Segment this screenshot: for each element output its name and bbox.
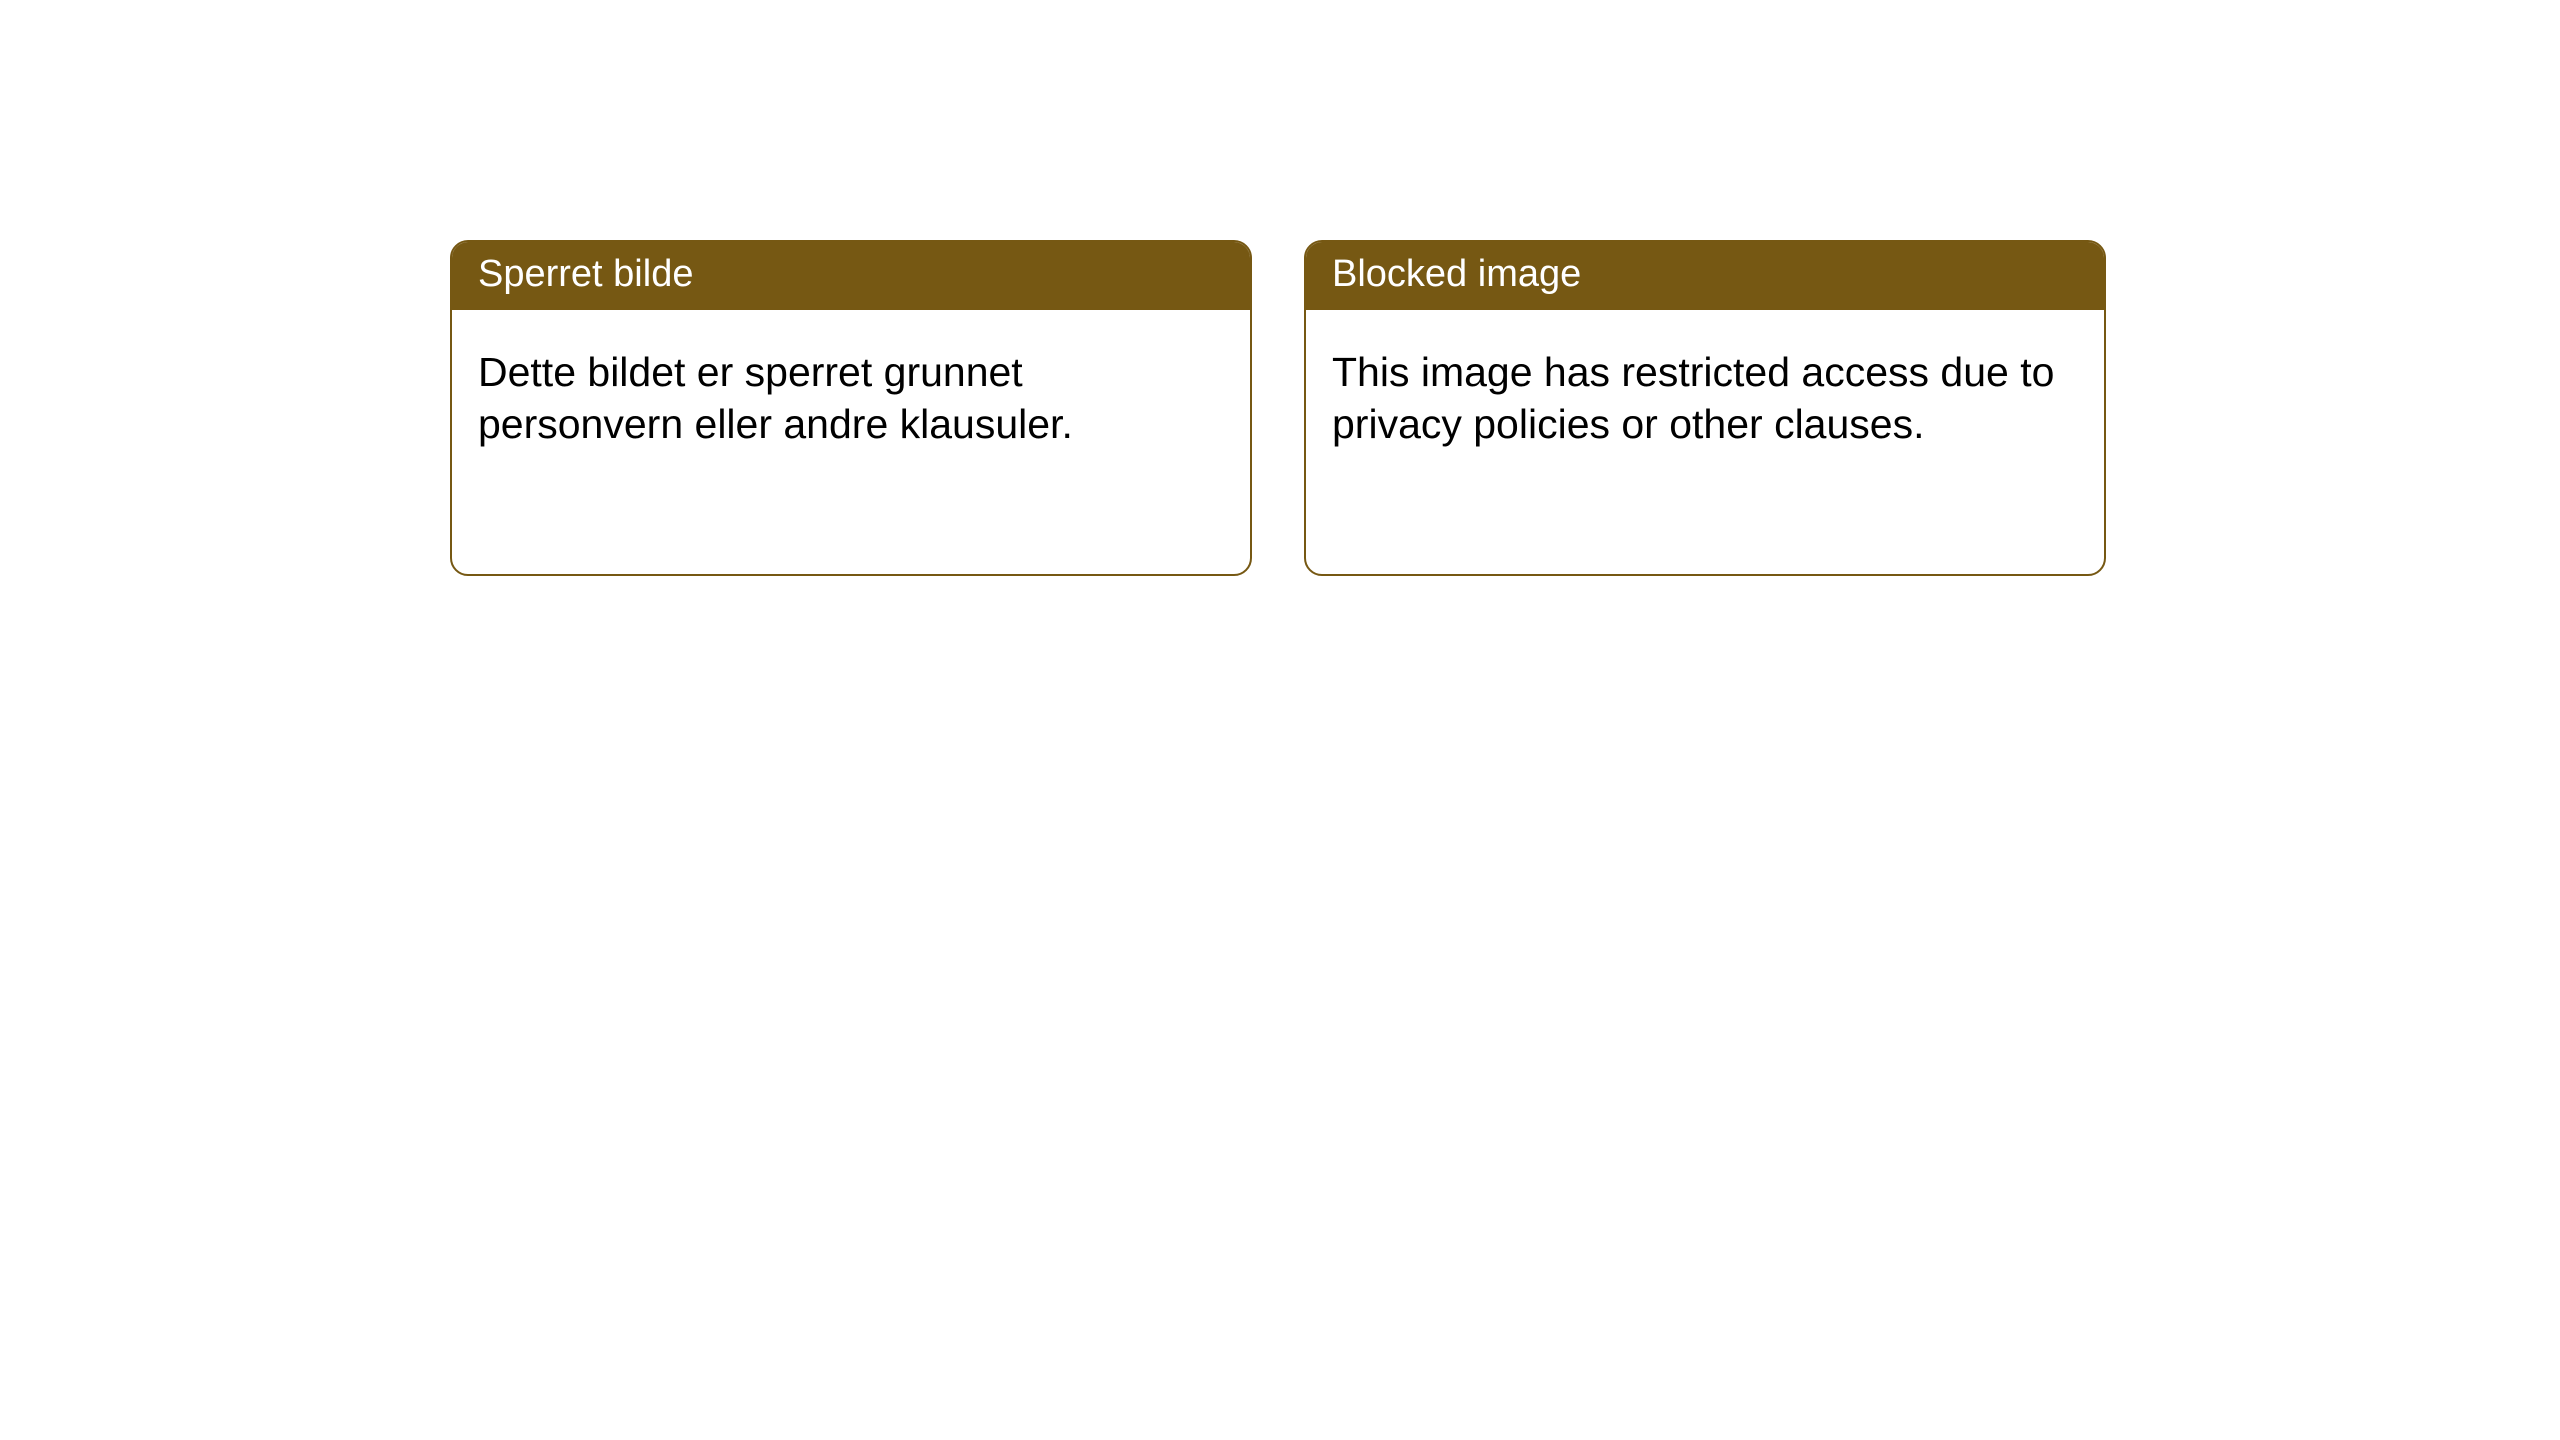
card-body-text: Dette bildet er sperret grunnet personve… <box>478 346 1224 450</box>
notice-card-english: Blocked image This image has restricted … <box>1304 240 2106 576</box>
card-header: Sperret bilde <box>452 242 1250 310</box>
notice-card-norwegian: Sperret bilde Dette bildet er sperret gr… <box>450 240 1252 576</box>
card-body: Dette bildet er sperret grunnet personve… <box>452 310 1250 574</box>
card-body: This image has restricted access due to … <box>1306 310 2104 574</box>
card-header-text: Blocked image <box>1332 253 1581 295</box>
card-body-text: This image has restricted access due to … <box>1332 346 2078 450</box>
card-header-text: Sperret bilde <box>478 253 693 295</box>
card-header: Blocked image <box>1306 242 2104 310</box>
blocked-image-notices: Sperret bilde Dette bildet er sperret gr… <box>450 240 2106 576</box>
